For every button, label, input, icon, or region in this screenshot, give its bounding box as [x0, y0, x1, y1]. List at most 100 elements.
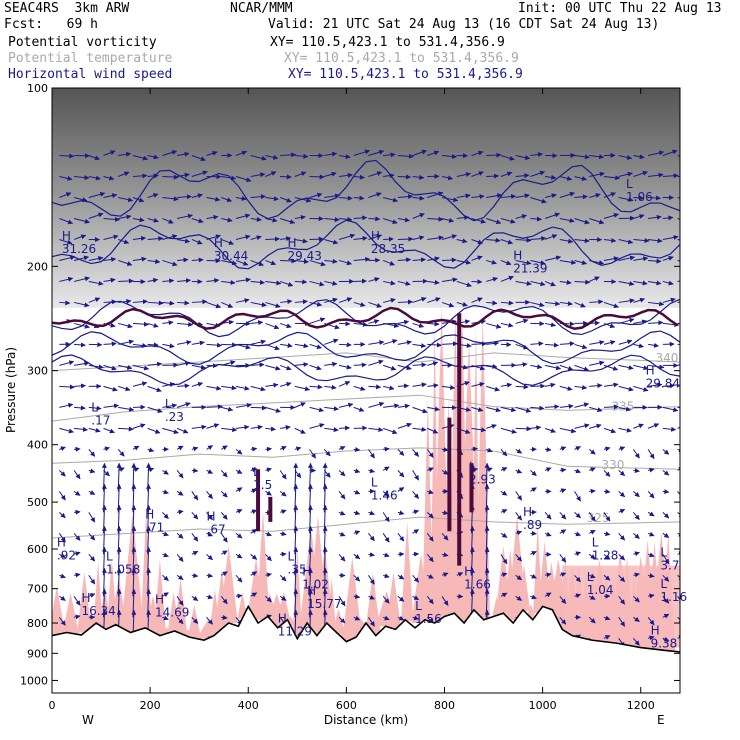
wind-vector: [486, 363, 498, 369]
wind-vector: [353, 235, 368, 241]
wind-vector: [471, 427, 487, 433]
wind-vector: [176, 427, 189, 434]
wind-vector: [59, 218, 74, 225]
wind-vector: [544, 234, 558, 240]
wind-vector: [147, 277, 159, 283]
pv-shade-spike: [173, 578, 188, 634]
wind-extremum-kind: H: [371, 229, 380, 243]
wind-vector: [559, 217, 575, 223]
wind-vector: [662, 595, 670, 604]
wind-vector: [250, 528, 258, 534]
wind-vector: [500, 259, 512, 266]
wind-vector: [382, 466, 390, 472]
wind-vector: [235, 574, 243, 583]
wind-vector: [486, 322, 502, 329]
wind-vector: [221, 238, 234, 245]
wind-vector: [427, 150, 440, 156]
wind-vector: [383, 236, 394, 242]
wind-extremum-value: 9.38: [651, 637, 678, 651]
wind-vector: [118, 385, 131, 392]
wind-vector: [412, 551, 420, 557]
upper-level-shading: [52, 88, 680, 308]
wind-vector: [162, 511, 169, 519]
wind-vector: [338, 616, 346, 624]
wind-vector: [574, 551, 581, 557]
wind-vector: [191, 340, 205, 346]
wind-vector: [265, 572, 272, 578]
wind-vector: [191, 573, 199, 579]
wind-extremum-value: 1.06: [626, 190, 653, 204]
wind-vector: [250, 592, 258, 598]
wind-extremum-kind: H: [145, 507, 154, 521]
wind-vector: [500, 490, 508, 496]
wind-speed-contour: [52, 219, 680, 270]
wind-vector: [647, 531, 655, 537]
wind-vector: [59, 595, 66, 601]
wind-vector: [412, 529, 420, 535]
wind-vector: [677, 635, 680, 640]
pv-contours: [52, 306, 679, 566]
wind-vector: [412, 491, 419, 499]
wind-vector: [250, 509, 258, 515]
wind-vector: [530, 170, 546, 177]
wind-vector: [426, 554, 434, 563]
wind-vector: [397, 615, 405, 621]
wind-vector: [441, 469, 449, 475]
wind-vector: [294, 214, 306, 220]
wind-vector: [486, 218, 502, 225]
wind-vector: [383, 427, 398, 435]
wind-vector: [73, 614, 81, 620]
wind-vector: [162, 174, 179, 180]
wind-vector: [221, 614, 228, 620]
wind-vector: [662, 256, 674, 261]
wind-extremum-kind: H: [646, 363, 655, 377]
wind-vector: [574, 593, 581, 599]
wind-extremum-value: 15.77: [307, 597, 341, 611]
wind-vector: [279, 381, 292, 387]
pv-shade-spike: [421, 398, 434, 621]
wind-vector: [471, 364, 486, 371]
wind-vector: [235, 196, 247, 201]
wind-vector: [397, 403, 410, 409]
wind-vector: [59, 360, 75, 366]
wind-vector: [441, 510, 449, 516]
wind-vector: [441, 277, 458, 283]
wind-vector: [265, 196, 279, 202]
wind-vector: [368, 617, 375, 627]
wind-vector: [544, 531, 552, 537]
wind-vector: [618, 280, 635, 286]
wind-vector: [648, 573, 655, 579]
wind-vector: [191, 424, 207, 430]
wind-vector: [220, 595, 228, 605]
wind-vector: [309, 423, 325, 429]
wind-extremum-value: 1.058: [106, 563, 140, 577]
wind-vector: [559, 403, 574, 409]
wind-extremum-kind: H: [62, 229, 71, 243]
wind-vector: [338, 172, 353, 178]
wind-vector: [648, 195, 662, 201]
wind-vector: [500, 275, 514, 282]
wind-vector: [177, 300, 190, 306]
wind-vector: [103, 216, 120, 222]
wind-vector: [603, 175, 621, 181]
wind-vector: [397, 449, 405, 456]
wind-vector: [176, 361, 191, 366]
wind-vector: [544, 322, 557, 328]
wind-vector: [338, 469, 346, 477]
wind-vector: [530, 301, 545, 308]
wind-vector: [574, 574, 581, 583]
wind-vector: [353, 574, 361, 582]
wind-vector: [59, 511, 66, 519]
wind-extremum-kind: L: [253, 465, 260, 479]
wind-vector: [279, 364, 292, 371]
wind-vector: [162, 320, 174, 326]
pv-shade-spike: [93, 561, 103, 625]
wind-vector: [603, 574, 611, 581]
wind-vector: [88, 256, 104, 261]
pv-shading: [52, 305, 680, 651]
wind-vector: [500, 554, 508, 565]
wind-vector: [383, 552, 390, 558]
wind-vector: [250, 194, 266, 200]
wind-vector: [206, 423, 220, 429]
